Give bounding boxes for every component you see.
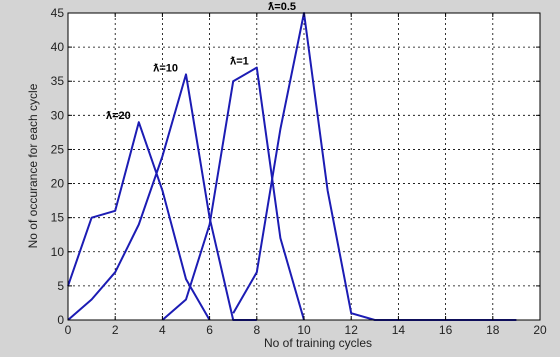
x-tick-label: 0: [65, 323, 72, 337]
series-line-3: [161, 66, 305, 321]
series-labels: ƛ=20 ƛ=10 ƛ=1 ƛ=0.5: [106, 1, 296, 122]
grid-lines: [68, 13, 540, 320]
y-tick-label: 35: [51, 74, 65, 88]
x-tick-label: 12: [345, 323, 359, 337]
x-tick-label: 14: [392, 323, 406, 337]
x-tick-label: 4: [159, 323, 166, 337]
series-label-4: ƛ=0.5: [268, 1, 296, 13]
series-label-2: ƛ=10: [153, 62, 178, 74]
y-axis-label: No of occurance for each cycle: [26, 83, 40, 248]
y-tick-label: 5: [57, 279, 64, 293]
y-tick-label: 0: [57, 313, 64, 327]
series-lines: [67, 12, 517, 321]
y-tick-label: 25: [51, 142, 65, 156]
series-line-4: [232, 12, 517, 321]
x-tick-label: 16: [439, 323, 453, 337]
x-axis-label: No of training cycles: [264, 336, 372, 350]
x-axis-ticks: 0 2 4 6 8 10 12 14 16 18 20: [65, 13, 547, 337]
x-tick-label: 18: [486, 323, 500, 337]
y-tick-label: 40: [51, 40, 65, 54]
series-label-1: ƛ=20: [106, 110, 131, 122]
series-line-2: [67, 73, 257, 321]
y-axis-ticks: 0 5 10 15 20 25 30 35 40 45: [51, 6, 540, 327]
y-tick-label: 15: [51, 211, 65, 225]
x-tick-label: 8: [253, 323, 260, 337]
series-label-3: ƛ=1: [230, 56, 249, 68]
x-tick-label: 10: [297, 323, 311, 337]
y-tick-label: 30: [51, 108, 65, 122]
series-line-1: [67, 121, 211, 321]
x-tick-label: 6: [206, 323, 213, 337]
y-tick-label: 10: [51, 245, 65, 259]
x-tick-label: 2: [112, 323, 119, 337]
y-tick-label: 20: [51, 177, 65, 191]
y-tick-label: 45: [51, 6, 65, 20]
x-tick-label: 20: [533, 323, 547, 337]
